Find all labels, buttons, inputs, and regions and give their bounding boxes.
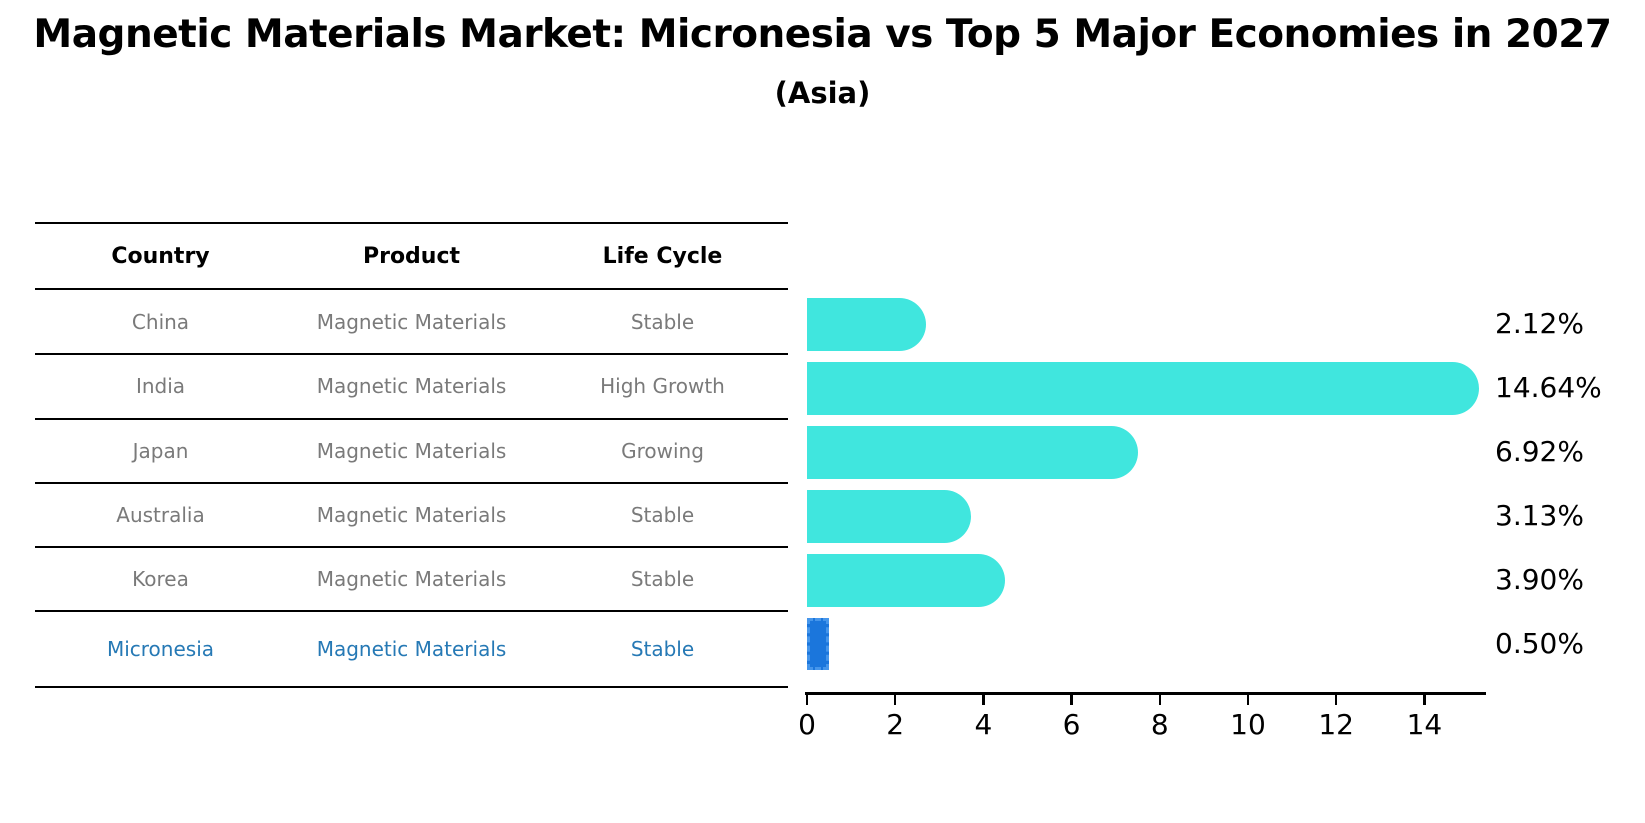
- life-cycle-cell: Growing: [621, 438, 704, 463]
- x-tick-label-14: 14: [1406, 708, 1443, 741]
- x-tick-4: [982, 694, 985, 705]
- life-cycle-cell: Stable: [630, 503, 695, 527]
- x-tick-10: [1246, 694, 1250, 705]
- value-label-australia: 3.13%: [1495, 499, 1584, 532]
- product-cell: Magnetic Materials: [316, 637, 507, 661]
- life-cycle-cell: Stable: [630, 637, 695, 661]
- x-tick-12: [1334, 694, 1338, 705]
- x-tick-label-12: 12: [1318, 708, 1355, 741]
- x-tick-label-0: 0: [798, 708, 816, 741]
- page-subtitle: (Asia): [774, 76, 871, 110]
- x-tick-label-8: 8: [1150, 708, 1169, 741]
- bar-india: [807, 361, 1479, 415]
- country-cell: Australia: [116, 503, 205, 527]
- table-row-india: India Magnetic Materials High Growth: [35, 355, 788, 420]
- column-header-product: Product: [362, 243, 461, 269]
- value-label-india: 14.64%: [1495, 371, 1602, 404]
- bar-japan: [807, 425, 1139, 479]
- table-row-china: China Magnetic Materials Stable: [35, 290, 788, 355]
- page-title: Magnetic Materials Market: Micronesia vs…: [33, 12, 1612, 57]
- table-body: China Magnetic Materials Stable India Magnet…: [35, 290, 788, 688]
- x-tick-label-10: 10: [1230, 708, 1266, 741]
- column-header-life-cycle: Life Cycle: [602, 243, 723, 269]
- value-label-japan: 6.92%: [1495, 435, 1584, 468]
- value-label-china: 2.12%: [1495, 307, 1584, 340]
- x-tick-0: [805, 694, 809, 705]
- country-cell: Japan: [132, 438, 189, 463]
- table-row-micronesia: Micronesia Magnetic Materials Stable: [35, 612, 788, 688]
- country-cell: India: [135, 374, 186, 399]
- bar-australia: [807, 489, 972, 543]
- life-cycle-cell: Stable: [630, 309, 695, 334]
- x-tick-label-2: 2: [886, 708, 905, 741]
- x-tick-2: [893, 694, 897, 705]
- life-cycle-cell: Stable: [630, 567, 695, 591]
- product-cell: Magnetic Materials: [316, 438, 507, 463]
- table-row-korea: Korea Magnetic Materials Stable: [35, 548, 788, 612]
- bar-korea: [807, 553, 1005, 607]
- x-axis-line: [805, 691, 1486, 695]
- product-cell: Magnetic Materials: [316, 567, 507, 591]
- product-cell: Magnetic Materials: [316, 374, 507, 399]
- table-header-row: Country Product Life Cycle: [35, 222, 788, 290]
- x-tick-label-6: 6: [1062, 708, 1081, 741]
- table-row-japan: Japan Magnetic Materials Growing: [35, 420, 788, 484]
- bar-china: [807, 297, 927, 351]
- country-cell: China: [131, 309, 190, 334]
- x-tick-6: [1070, 694, 1073, 705]
- product-cell: Magnetic Materials: [316, 309, 507, 334]
- data-table: Country Product Life Cycle China Magnetic M…: [35, 222, 788, 688]
- life-cycle-cell: High Growth: [600, 374, 725, 399]
- value-label-micronesia: 0.50%: [1495, 627, 1584, 660]
- x-tick-label-4: 4: [974, 708, 993, 741]
- column-header-country: Country: [111, 243, 210, 269]
- table-row-australia: Australia Magnetic Materials Stable: [35, 484, 788, 548]
- country-cell: Micronesia: [106, 637, 215, 661]
- product-cell: Magnetic Materials: [316, 503, 507, 527]
- x-tick-14: [1423, 694, 1426, 705]
- country-cell: Korea: [132, 567, 189, 591]
- value-label-korea: 3.90%: [1495, 563, 1584, 596]
- x-tick-8: [1158, 694, 1162, 705]
- bar-micronesia: [807, 618, 830, 670]
